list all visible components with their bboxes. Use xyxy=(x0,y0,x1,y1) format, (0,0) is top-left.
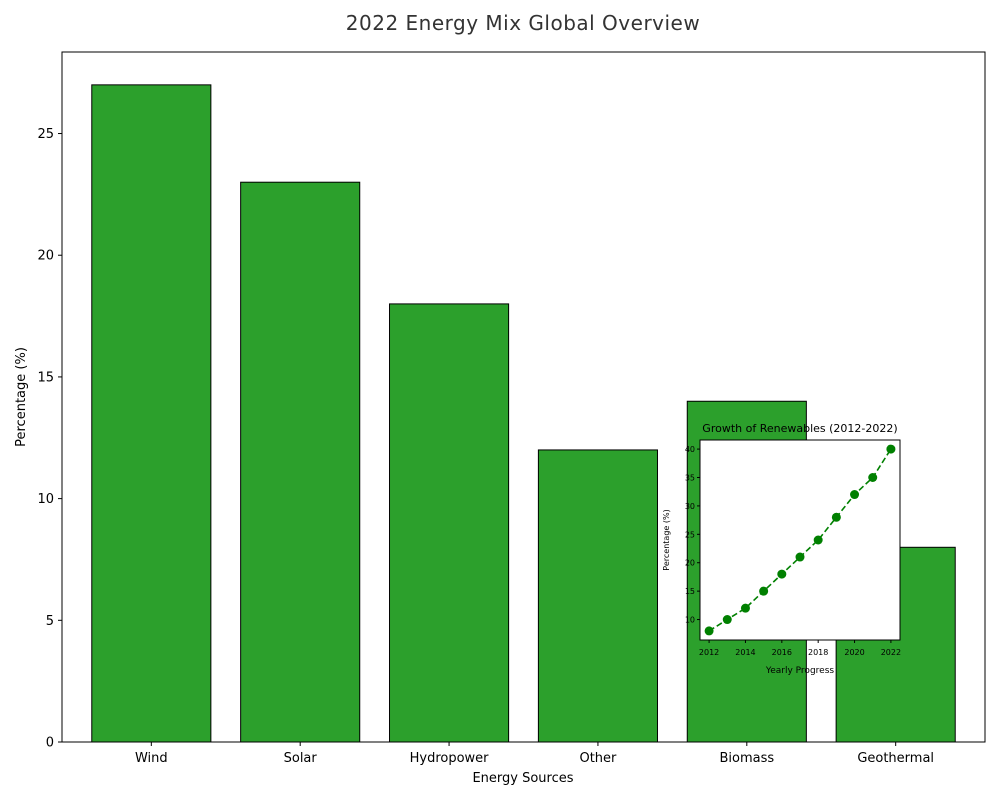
inset-data-point xyxy=(704,626,714,636)
inset-data-point xyxy=(886,444,896,454)
inset-y-axis-label: Percentage (%) xyxy=(662,509,671,570)
main-chart-title: 2022 Energy Mix Global Overview xyxy=(346,11,700,35)
x-tick-label: Wind xyxy=(135,751,168,766)
x-tick-label: Biomass xyxy=(719,751,774,766)
main-bars xyxy=(91,84,956,743)
main-y-axis: 0 5 10 15 20 25 xyxy=(37,127,62,751)
inset-x-axis-label: Yearly Progress xyxy=(765,666,834,676)
bar-other xyxy=(537,449,658,743)
main-x-axis: Wind Solar Hydropower Other Biomass Geotherma… xyxy=(135,742,934,766)
main-x-axis-label: Energy Sources xyxy=(472,771,573,786)
inset-y-tick-label: 15 xyxy=(685,587,695,596)
inset-data-point xyxy=(740,603,750,613)
inset-data-point xyxy=(777,569,787,579)
y-tick-label: 15 xyxy=(37,370,54,385)
main-y-axis-label: Percentage (%) xyxy=(14,347,29,447)
inset-x-tick-label: 2016 xyxy=(772,648,792,657)
inset-background xyxy=(700,440,900,640)
inset-data-point xyxy=(868,473,878,482)
inset-y-tick-label: 35 xyxy=(685,474,695,483)
inset-y-axis: 10 15 20 25 30 35 40 xyxy=(685,445,700,625)
inset-plot-frame xyxy=(699,439,901,641)
main-plot-frame xyxy=(61,51,986,743)
inset-y-tick-label: 25 xyxy=(685,530,695,539)
inset-data-point xyxy=(850,490,860,500)
inset-data-point xyxy=(795,552,805,562)
y-tick-label: 0 xyxy=(46,736,54,751)
inset-data-point xyxy=(722,615,732,625)
y-tick-label: 20 xyxy=(37,249,54,264)
inset-y-tick-label: 30 xyxy=(685,502,695,511)
x-tick-label: Other xyxy=(579,751,617,766)
x-tick-label: Solar xyxy=(284,751,318,766)
inset-y-tick-label: 40 xyxy=(685,445,695,454)
x-tick-label: Hydropower xyxy=(410,751,490,766)
y-tick-label: 5 xyxy=(46,614,54,629)
bar-solar xyxy=(240,181,361,743)
inset-data-point xyxy=(813,535,823,545)
y-tick-label: 25 xyxy=(37,127,54,142)
inset-data-point xyxy=(759,586,769,596)
bar-hydropower xyxy=(389,303,510,743)
inset-y-tick-label: 10 xyxy=(685,616,695,625)
inset-data-point xyxy=(831,512,841,522)
inset-x-tick-label: 2014 xyxy=(735,648,755,657)
inset-x-tick-label: 2012 xyxy=(699,648,719,657)
inset-x-tick-label: 2020 xyxy=(844,648,864,657)
inset-x-tick-label: 2018 xyxy=(808,648,828,657)
inset-chart-title: Growth of Renewables (2012-2022) xyxy=(702,422,897,435)
inset-series xyxy=(704,444,896,636)
inset-x-tick-label: 2022 xyxy=(881,648,901,657)
y-tick-label: 10 xyxy=(37,492,54,507)
x-tick-label: Geothermal xyxy=(857,751,934,766)
bar-wind xyxy=(91,84,212,743)
inset-y-tick-label: 20 xyxy=(685,559,695,568)
